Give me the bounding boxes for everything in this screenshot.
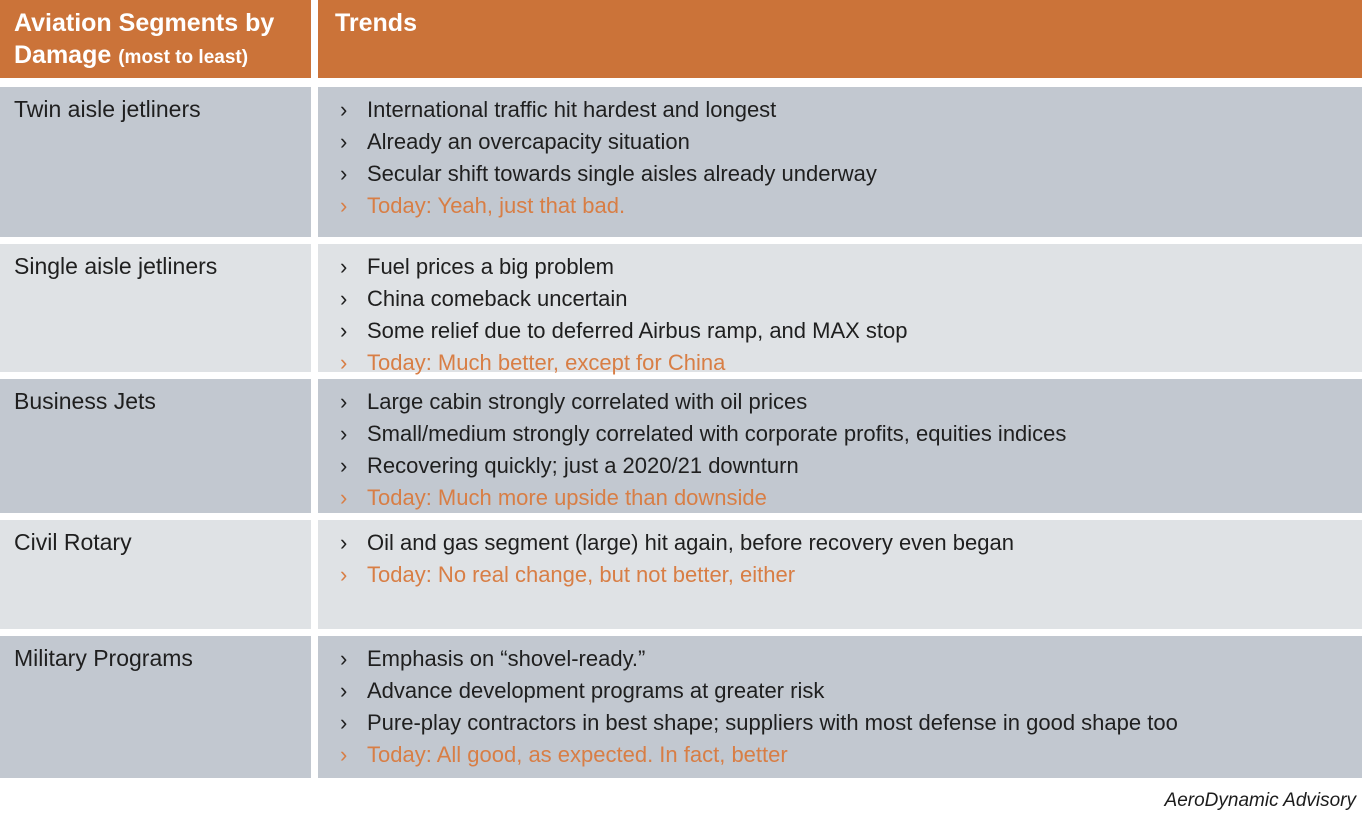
chevron-bullet-icon: › [340, 710, 348, 735]
bullet-item: › Advance development programs at greater… [318, 675, 1354, 707]
bullet-item: › Some relief due to deferred Airbus ramp… [318, 315, 1354, 347]
bullet-item: › Emphasis on “shovel-ready.” [318, 643, 1354, 675]
table-row-civil-rotary: Civil Rotary › Oil and gas segment (large… [0, 520, 1362, 629]
chevron-bullet-icon: › [340, 485, 348, 510]
trends-cell: › Large cabin strongly correlated with oi… [318, 379, 1362, 513]
table-header-row: Aviation Segments by Damage (most to lea… [0, 0, 1362, 78]
table-row-twin-aisle: Twin aisle jetliners › International traf… [0, 87, 1362, 237]
slide-footer: AeroDynamic Advisory [0, 785, 1362, 817]
chevron-bullet-icon: › [340, 678, 348, 703]
segment-cell: Twin aisle jetliners [0, 87, 318, 237]
trends-cell: › Oil and gas segment (large) hit again, … [318, 520, 1362, 629]
header-damage-label: Damage [14, 41, 112, 69]
chevron-bullet-icon: › [340, 562, 348, 587]
today-text: Today: Much better, except for China [367, 350, 726, 375]
today-bullet-item: › Today: Much more upside than downside [318, 482, 1354, 514]
bullet-text: Emphasis on “shovel-ready.” [367, 646, 646, 671]
today-bullet-item: › Today: Much better, except for China [318, 347, 1354, 379]
chevron-bullet-icon: › [340, 646, 348, 671]
trends-cell: › Fuel prices a big problem › China comeba… [318, 244, 1362, 375]
bullet-item: › Oil and gas segment (large) hit again, … [318, 527, 1354, 559]
bullet-text: Recovering quickly; just a 2020/21 downt… [367, 453, 799, 478]
header-segments-line1: Aviation Segments by [14, 9, 275, 37]
chevron-bullet-icon: › [340, 286, 348, 311]
bullet-item: › Recovering quickly; just a 2020/21 down… [318, 450, 1354, 482]
bullet-item: › International traffic hit hardest and l… [318, 94, 1354, 126]
bullet-text: Already an overcapacity situation [367, 129, 690, 154]
segment-label: Civil Rotary [14, 529, 132, 555]
bullet-text: Advance development programs at greater … [367, 678, 825, 703]
table-row-military-programs: Military Programs › Emphasis on “shovel-r… [0, 636, 1362, 778]
chevron-bullet-icon: › [340, 254, 348, 279]
bullet-item: › Small/medium strongly correlated with c… [318, 418, 1354, 450]
segment-cell: Civil Rotary [0, 520, 318, 629]
today-text: Today: All good, as expected. In fact, b… [367, 742, 788, 767]
bullet-text: Some relief due to deferred Airbus ramp,… [367, 318, 908, 343]
header-trends-label: Trends [335, 9, 417, 37]
header-segments-line2: Damage (most to least) [14, 39, 301, 74]
bullet-text: Oil and gas segment (large) hit again, b… [367, 530, 1014, 555]
segment-label: Military Programs [14, 645, 193, 671]
segment-cell: Single aisle jetliners [0, 244, 318, 372]
bullet-item: › China comeback uncertain [318, 283, 1354, 315]
today-text: Today: Yeah, just that bad. [367, 193, 626, 218]
bullet-text: Large cabin strongly correlated with oil… [367, 389, 808, 414]
bullet-text: China comeback uncertain [367, 286, 628, 311]
today-bullet-item: › Today: All good, as expected. In fact, … [318, 739, 1354, 771]
bullet-item: › Pure-play contractors in best shape; su… [318, 707, 1354, 739]
segment-label: Business Jets [14, 388, 156, 414]
bullet-text: Fuel prices a big problem [367, 254, 615, 279]
brand-name: AeroDynamic Advisory [1164, 790, 1356, 811]
trends-cell: › International traffic hit hardest and l… [318, 87, 1362, 237]
segment-cell: Military Programs [0, 636, 318, 778]
table-row-business-jets: Business Jets › Large cabin strongly corr… [0, 379, 1362, 513]
table-row-single-aisle: Single aisle jetliners › Fuel prices a bi… [0, 244, 1362, 375]
segment-label: Twin aisle jetliners [14, 96, 201, 122]
header-most-to-least-label: (most to least) [118, 47, 249, 68]
bullet-text: Pure-play contractors in best shape; sup… [367, 710, 1178, 735]
today-text: Today: Much more upside than downside [367, 485, 767, 510]
chevron-bullet-icon: › [340, 389, 348, 414]
bullet-item: › Fuel prices a big problem [318, 251, 1354, 283]
chevron-bullet-icon: › [340, 97, 348, 122]
header-cell-trends: Trends [318, 0, 1362, 78]
chevron-bullet-icon: › [340, 318, 348, 343]
chevron-bullet-icon: › [340, 193, 348, 218]
segment-cell: Business Jets [0, 379, 318, 513]
bullet-item: › Already an overcapacity situation [318, 126, 1354, 158]
bullet-text: Secular shift towards single aisles alre… [367, 161, 877, 186]
chevron-bullet-icon: › [340, 421, 348, 446]
chevron-bullet-icon: › [340, 161, 348, 186]
chevron-bullet-icon: › [340, 530, 348, 555]
segment-label: Single aisle jetliners [14, 253, 218, 279]
bullet-item: › Secular shift towards single aisles alr… [318, 158, 1354, 190]
bullet-text: Small/medium strongly correlated with co… [367, 421, 1067, 446]
bullet-text: International traffic hit hardest and lo… [367, 97, 777, 122]
today-bullet-item: › Today: Yeah, just that bad. [318, 190, 1354, 222]
chevron-bullet-icon: › [340, 742, 348, 767]
chevron-bullet-icon: › [340, 129, 348, 154]
bullet-item: › Large cabin strongly correlated with oi… [318, 386, 1354, 418]
chevron-bullet-icon: › [340, 453, 348, 478]
today-text: Today: No real change, but not better, e… [367, 562, 796, 587]
chevron-bullet-icon: › [340, 350, 348, 375]
trends-cell: › Emphasis on “shovel-ready.” › Advance de… [318, 636, 1362, 778]
header-cell-segments: Aviation Segments by Damage (most to lea… [0, 0, 318, 78]
today-bullet-item: › Today: No real change, but not better, … [318, 559, 1354, 591]
